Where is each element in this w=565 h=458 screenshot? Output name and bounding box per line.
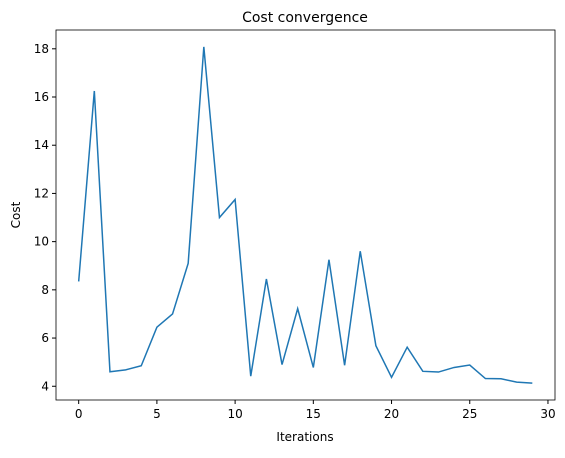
y-axis-label: Cost (9, 201, 23, 228)
y-tick-label: 14 (34, 138, 49, 152)
y-tick-label: 4 (41, 379, 49, 393)
y-tick-label: 12 (34, 186, 49, 200)
x-tick-label: 20 (384, 407, 399, 421)
x-tick-label: 0 (75, 407, 83, 421)
x-tick-label: 10 (227, 407, 242, 421)
y-tick-label: 18 (34, 42, 49, 56)
y-tick-label: 16 (34, 90, 49, 104)
x-tick-label: 30 (540, 407, 555, 421)
y-tick-label: 10 (34, 235, 49, 249)
x-axis-label: Iterations (276, 430, 333, 444)
x-tick-label: 5 (153, 407, 161, 421)
line (77, 46, 533, 384)
chart-title: Cost convergence (242, 10, 368, 26)
x-tick-label: 25 (462, 407, 477, 421)
y-tick-label: 6 (41, 331, 49, 345)
x-tick-label: 15 (306, 407, 321, 421)
plot-frame (55, 29, 556, 401)
y-tick-label: 8 (41, 283, 49, 297)
